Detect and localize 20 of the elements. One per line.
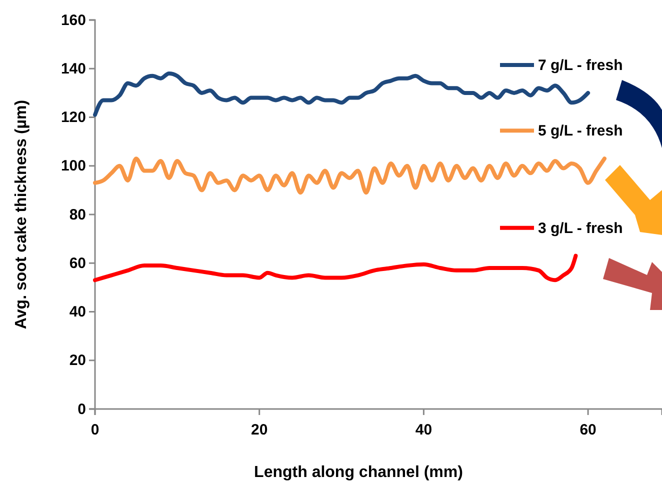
y-tick-label: 160 [60, 12, 86, 29]
x-axis-title: Length along channel (mm) [254, 464, 463, 481]
y-tick-label: 60 [69, 254, 86, 272]
x-tick-label: 40 [415, 422, 432, 438]
y-tick-label: 0 [78, 400, 86, 418]
y-tick-label: 120 [60, 109, 86, 126]
x-tick-label: 20 [251, 422, 268, 438]
line-series [93, 254, 578, 282]
legend-label: 5 g/L - fresh [538, 122, 623, 140]
y-tick-label: 20 [69, 352, 86, 370]
x-tick-label: 60 [580, 422, 596, 438]
y-tick-label: 100 [60, 158, 86, 175]
legend-label: 7 g/L - fresh [538, 56, 623, 74]
y-axis-title: Avg. soot cake thickness (µm) [13, 100, 30, 330]
y-tick-label: 140 [60, 60, 86, 78]
y-tick-label: 80 [69, 206, 86, 224]
x-tick-label: 0 [90, 422, 100, 438]
legend-label: 3 g/L - fresh [538, 220, 623, 237]
line-series [93, 156, 606, 195]
y-tick-label: 40 [69, 304, 86, 321]
